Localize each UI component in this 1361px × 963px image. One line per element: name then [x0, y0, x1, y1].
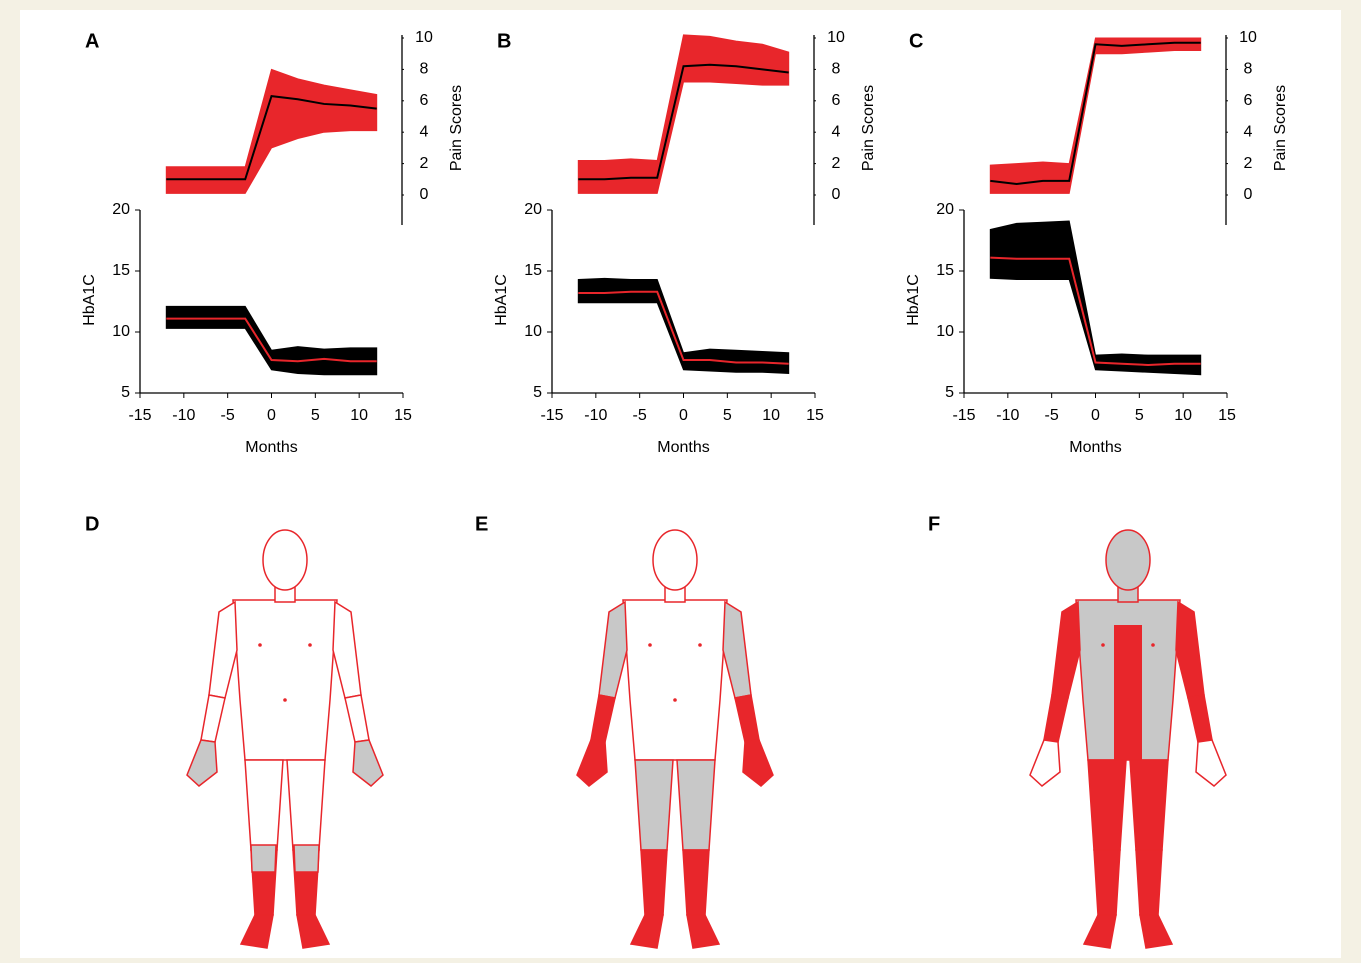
x-tick-label: -5	[1045, 407, 1059, 424]
x-tick-label: 5	[311, 407, 320, 424]
body-shin	[641, 850, 667, 915]
x-tick-label: 10	[762, 407, 780, 424]
x-tick-label: 10	[350, 407, 368, 424]
body-thigh	[287, 760, 325, 850]
x-tick-label: 15	[1218, 407, 1236, 424]
y2-tick-label: 6	[832, 92, 841, 109]
y2-tick-label: 4	[1244, 123, 1253, 140]
body-thigh	[245, 760, 283, 850]
panel-label: B	[497, 30, 511, 52]
y-tick-label: 20	[524, 201, 542, 218]
panel-label: D	[85, 513, 99, 535]
body-thigh	[1088, 760, 1126, 850]
body-navel	[673, 698, 677, 702]
y-tick-label: 10	[936, 323, 954, 340]
body-thigh	[635, 760, 673, 850]
y2-tick-label: 2	[832, 155, 841, 172]
x-axis-label: Months	[657, 439, 709, 456]
y2-tick-label: 0	[832, 186, 841, 203]
page: A5101520-15-10-5051015MonthsHbA1C0246810…	[0, 0, 1361, 963]
body-navel	[283, 698, 287, 702]
x-tick-label: 0	[267, 407, 276, 424]
body-nipple	[698, 643, 702, 647]
body-thigh	[677, 760, 715, 850]
x-tick-label: 0	[1091, 407, 1100, 424]
y2-tick-label: 10	[827, 29, 845, 46]
y-tick-label: 5	[121, 384, 130, 401]
y2-tick-label: 6	[420, 92, 429, 109]
y-axis-label: HbA1C	[81, 274, 98, 326]
body-region	[1114, 625, 1142, 760]
body-thigh	[1130, 760, 1168, 850]
y2-tick-label: 4	[420, 123, 429, 140]
x-tick-label: 0	[679, 407, 688, 424]
y2-axis-label: Pain Scores	[1272, 85, 1289, 171]
body-head	[1106, 530, 1150, 590]
body-torso	[233, 600, 337, 760]
y2-tick-label: 8	[420, 61, 429, 78]
x-tick-label: -10	[584, 407, 607, 424]
x-axis-label: Months	[1069, 439, 1121, 456]
body-navel	[1126, 698, 1130, 702]
x-tick-label: -10	[996, 407, 1019, 424]
y-tick-label: 15	[112, 262, 130, 279]
body-torso	[623, 600, 727, 760]
y2-tick-label: 2	[420, 155, 429, 172]
x-tick-label: 5	[723, 407, 732, 424]
y2-tick-label: 0	[1244, 186, 1253, 203]
y-tick-label: 10	[524, 323, 542, 340]
x-axis-label: Months	[245, 439, 297, 456]
y2-tick-label: 8	[832, 61, 841, 78]
body-nipple	[1101, 643, 1105, 647]
x-tick-label: -15	[952, 407, 975, 424]
y2-axis-label: Pain Scores	[860, 85, 877, 171]
figure: A5101520-15-10-5051015MonthsHbA1C0246810…	[0, 0, 1361, 963]
y-tick-label: 15	[524, 262, 542, 279]
x-tick-label: 15	[394, 407, 412, 424]
body-region	[251, 845, 276, 872]
x-tick-label: 10	[1174, 407, 1192, 424]
y-axis-label: HbA1C	[493, 274, 510, 326]
body-nipple	[258, 643, 262, 647]
y2-tick-label: 4	[832, 123, 841, 140]
y2-tick-label: 10	[415, 29, 433, 46]
x-tick-label: -5	[221, 407, 235, 424]
panel-label: E	[475, 513, 488, 535]
panel-label: C	[909, 30, 923, 52]
body-head	[653, 530, 697, 590]
x-tick-label: 15	[806, 407, 824, 424]
x-tick-label: -15	[128, 407, 151, 424]
x-tick-label: -5	[633, 407, 647, 424]
body-shin	[683, 850, 709, 915]
body-shin	[1136, 850, 1162, 915]
y-tick-label: 5	[533, 384, 542, 401]
y-tick-label: 20	[112, 201, 130, 218]
body-nipple	[308, 643, 312, 647]
body-shin	[1094, 850, 1120, 915]
panel-label: F	[928, 513, 940, 535]
body-region	[294, 845, 319, 872]
x-tick-label: -10	[172, 407, 195, 424]
body-nipple	[1151, 643, 1155, 647]
y2-tick-label: 6	[1244, 92, 1253, 109]
panel-label: A	[85, 30, 99, 52]
x-tick-label: -15	[540, 407, 563, 424]
body-head	[263, 530, 307, 590]
y-axis-label: HbA1C	[905, 274, 922, 326]
x-tick-label: 5	[1135, 407, 1144, 424]
y2-tick-label: 0	[420, 186, 429, 203]
body-nipple	[648, 643, 652, 647]
y2-tick-label: 10	[1239, 29, 1257, 46]
y-tick-label: 10	[112, 323, 130, 340]
y-tick-label: 5	[945, 384, 954, 401]
y2-axis-label: Pain Scores	[448, 85, 465, 171]
y2-tick-label: 8	[1244, 61, 1253, 78]
y-tick-label: 20	[936, 201, 954, 218]
y-tick-label: 15	[936, 262, 954, 279]
y2-tick-label: 2	[1244, 155, 1253, 172]
